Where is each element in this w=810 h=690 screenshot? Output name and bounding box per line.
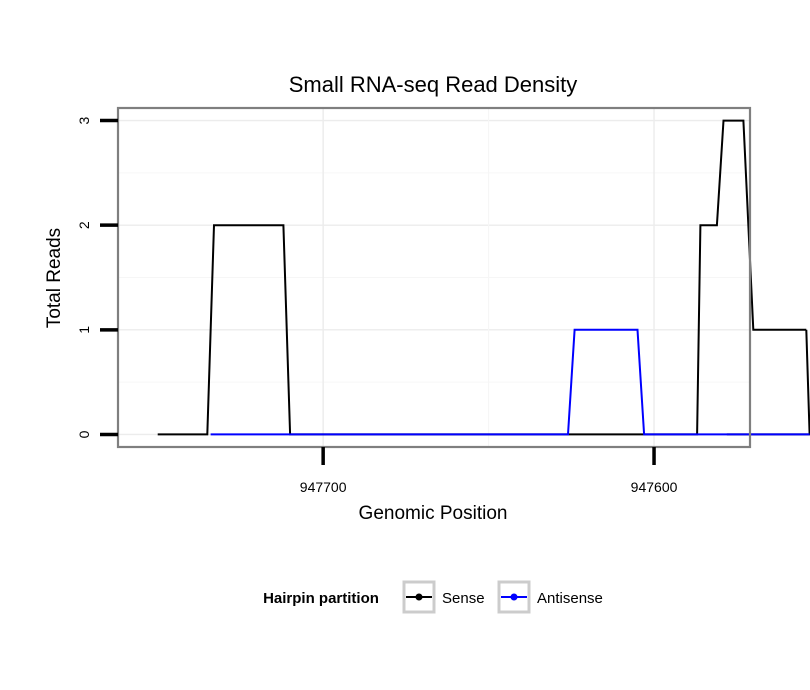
legend-label-sense: Sense	[442, 590, 485, 607]
y-tick-label: 2	[76, 221, 92, 229]
y-tick-label: 0	[76, 430, 92, 438]
series-line-sense	[157, 119, 807, 436]
legend-key-sense	[402, 580, 436, 614]
plot-border	[116, 106, 752, 449]
x-axis-title: Genomic Position	[359, 503, 508, 524]
legend-title: Hairpin partition	[263, 590, 379, 607]
y-tick-label: 3	[76, 116, 92, 124]
y-tick-label: 1	[76, 326, 92, 334]
axes: 0 1 2 3 947700 947600	[76, 116, 678, 495]
legend-key-antisense	[497, 580, 531, 614]
legend-label-antisense: Antisense	[537, 590, 603, 607]
x-tick-label: 947600	[631, 479, 678, 495]
x-tick-label: 947700	[300, 479, 347, 495]
legend: Hairpin partition Sense Antisense	[263, 580, 603, 614]
y-axis-title: Total Reads	[44, 228, 65, 328]
series-line-antisense	[210, 328, 810, 436]
chart-title: Small RNA-seq Read Density	[289, 72, 578, 97]
